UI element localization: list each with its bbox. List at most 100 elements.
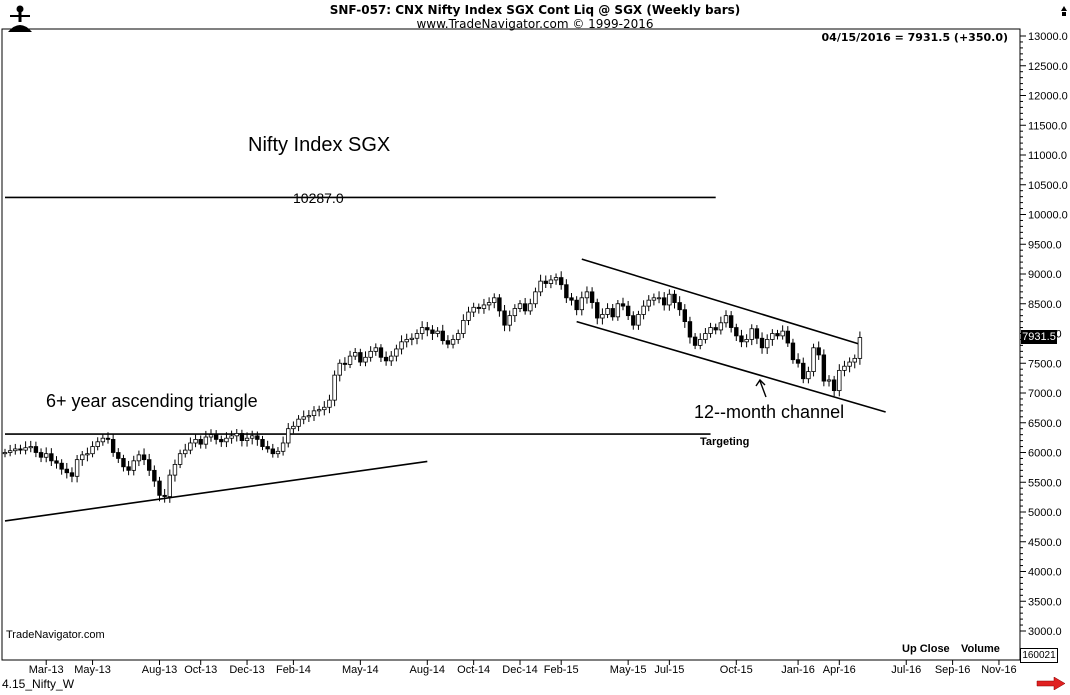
x-tick-label: Oct-14: [457, 664, 490, 676]
candle-body: [806, 371, 811, 380]
candle-body: [713, 327, 718, 331]
up-close-label: Up Close: [902, 643, 950, 655]
y-tick-label: 9500.0: [1028, 239, 1062, 251]
candle-body: [492, 297, 497, 303]
candle-body: [723, 315, 729, 324]
candle-body: [595, 302, 600, 319]
candle-body: [564, 284, 569, 299]
candle-body: [682, 309, 687, 323]
candle-body: [857, 337, 863, 359]
candle-body: [286, 428, 291, 444]
candle-body: [728, 315, 734, 328]
candle-body: [651, 297, 657, 301]
last-price-marker: 7931.5: [1021, 330, 1057, 344]
candle-body: [780, 330, 785, 337]
y-tick-label: 3000.0: [1028, 626, 1062, 638]
candle-body: [528, 303, 533, 312]
candle-body: [584, 291, 590, 299]
candle-body: [708, 327, 713, 334]
candle-body: [13, 448, 18, 452]
x-tick-label: Mar-13: [29, 664, 64, 676]
candle-body: [131, 460, 136, 471]
channel-pointer-arrow: [755, 378, 767, 398]
candle-body: [744, 339, 749, 343]
x-tick-label: Apr-16: [823, 664, 856, 676]
candle-body: [224, 437, 229, 443]
candle-body: [559, 277, 564, 286]
x-tick-label: Nov-16: [981, 664, 1016, 676]
candle-body: [687, 321, 693, 338]
x-tick-label: Aug-14: [410, 664, 445, 676]
trendline-channel-lower: [576, 320, 886, 413]
candle-body: [692, 336, 698, 346]
candle-body: [368, 350, 373, 358]
candle-body: [461, 320, 466, 334]
candle-body: [188, 442, 193, 451]
candle-body: [183, 449, 188, 455]
channel-annotation: 12--month channel: [694, 402, 845, 422]
candle-body: [409, 337, 415, 340]
candle-body: [363, 356, 368, 363]
candle-body: [430, 329, 435, 334]
y-tick-label: 4000.0: [1028, 567, 1062, 579]
y-tick-label: 5000.0: [1028, 507, 1062, 519]
candle-body: [600, 314, 605, 319]
candle-body: [667, 293, 672, 306]
candle-body: [193, 439, 198, 444]
candle-body: [656, 297, 662, 300]
scroll-up-icon[interactable]: [1060, 4, 1068, 16]
y-tick-label: 12500.0: [1028, 61, 1068, 73]
candle-body: [74, 459, 80, 477]
candle-body: [404, 339, 409, 343]
candle-body: [754, 328, 760, 339]
y-tick-label: 11500.0: [1028, 120, 1067, 132]
candle-body: [698, 339, 703, 346]
candle-body: [471, 306, 476, 313]
candle-body: [347, 355, 353, 365]
candle-body: [579, 297, 584, 311]
red-right-arrow-icon[interactable]: [1036, 676, 1066, 691]
x-tick-label: Aug-13: [142, 664, 177, 676]
last-bar-info: 04/15/2016 = 7931.5 (+350.0): [821, 31, 1008, 44]
candle-body: [146, 459, 152, 471]
candle-body: [260, 439, 265, 447]
x-tick-label: Dec-13: [229, 664, 264, 676]
candle-body: [548, 279, 554, 284]
y-tick-label: 11000.0: [1028, 150, 1067, 162]
candle-body: [486, 302, 492, 306]
candle-body: [100, 437, 106, 443]
candle-body: [316, 409, 322, 412]
candle-body: [440, 330, 445, 342]
candle-body: [219, 439, 224, 443]
candle-body: [69, 472, 75, 477]
candle-body: [842, 365, 847, 371]
candle-body: [38, 452, 44, 458]
candle-body: [116, 452, 121, 459]
chart-title: SNF-057: CNX Nifty Index SGX Cont Liq @ …: [329, 3, 741, 17]
candle-body: [280, 442, 286, 452]
candle-body: [358, 352, 363, 363]
candle-body: [203, 436, 209, 445]
plot-frame: [1, 28, 1021, 661]
candle-body: [749, 328, 754, 340]
y-tick-label: 4500.0: [1028, 537, 1062, 549]
file-label: 4.15_Nifty_W: [2, 677, 75, 691]
candle-body: [105, 437, 111, 440]
targeting-annotation: Targeting: [700, 436, 750, 448]
x-tick-label: Feb-14: [276, 664, 311, 676]
candle-body: [625, 305, 631, 317]
candle-body: [157, 480, 162, 496]
candle-body: [703, 333, 708, 340]
candle-body: [770, 333, 775, 340]
candle-body: [801, 362, 806, 380]
x-tick-label: Dec-14: [502, 664, 537, 676]
y-tick-label: 7000.0: [1028, 388, 1062, 400]
trendline-triangle-support: [4, 460, 428, 522]
candle-body: [296, 418, 301, 427]
candle-body: [306, 415, 312, 418]
x-tick-label: May-15: [610, 664, 647, 676]
watermark-text: TradeNavigator.com: [6, 629, 105, 641]
chart-annotation-title: Nifty Index SGX: [248, 134, 391, 156]
candle-body: [44, 453, 49, 458]
